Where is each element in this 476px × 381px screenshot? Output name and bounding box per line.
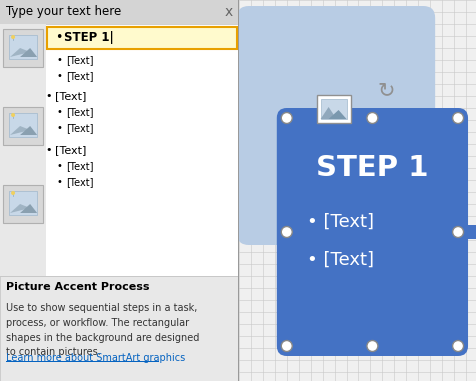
Text: •: • <box>56 107 62 117</box>
Circle shape <box>367 341 378 352</box>
Text: Type your text here: Type your text here <box>6 5 121 19</box>
Bar <box>321 99 347 119</box>
Text: • [Text]: • [Text] <box>307 213 374 231</box>
Polygon shape <box>321 107 337 119</box>
Polygon shape <box>20 48 37 57</box>
Circle shape <box>11 35 15 39</box>
Circle shape <box>453 226 464 237</box>
Bar <box>0 24 239 276</box>
Text: STEP 1|: STEP 1| <box>64 32 114 45</box>
Text: •: • <box>56 161 62 171</box>
Text: [Text]: [Text] <box>66 177 94 187</box>
FancyArrow shape <box>460 222 476 242</box>
Text: •: • <box>55 32 63 45</box>
FancyBboxPatch shape <box>3 185 43 223</box>
Text: STEP 1: STEP 1 <box>316 154 429 182</box>
Text: •: • <box>45 91 52 101</box>
Text: •: • <box>56 177 62 187</box>
Text: Picture Accent Process: Picture Accent Process <box>6 282 149 292</box>
Text: •: • <box>56 55 62 65</box>
Circle shape <box>453 341 464 352</box>
Bar <box>0 24 46 276</box>
Text: Use to show sequential steps in a task,
process, or workflow. The rectangular
sh: Use to show sequential steps in a task, … <box>6 303 199 357</box>
Text: •: • <box>56 123 62 133</box>
FancyBboxPatch shape <box>277 108 468 356</box>
Bar <box>9 191 37 215</box>
Bar <box>6 361 159 362</box>
Text: [Text]: [Text] <box>66 161 94 171</box>
Circle shape <box>11 113 15 117</box>
Polygon shape <box>328 110 347 119</box>
Circle shape <box>11 191 15 195</box>
Text: • [Text]: • [Text] <box>307 251 374 269</box>
Text: [Text]: [Text] <box>55 91 87 101</box>
Text: [Text]: [Text] <box>66 55 94 65</box>
Text: x: x <box>225 5 233 19</box>
Bar <box>317 95 350 123</box>
Polygon shape <box>10 126 30 135</box>
Text: [Text]: [Text] <box>66 71 94 81</box>
Text: [Text]: [Text] <box>55 145 87 155</box>
Bar <box>0 276 239 381</box>
Text: [Text]: [Text] <box>66 107 94 117</box>
FancyBboxPatch shape <box>3 107 43 145</box>
Circle shape <box>367 112 378 123</box>
Circle shape <box>453 112 464 123</box>
FancyArrow shape <box>243 222 265 242</box>
Bar <box>9 35 37 59</box>
Circle shape <box>281 112 292 123</box>
Circle shape <box>281 226 292 237</box>
Polygon shape <box>20 126 37 135</box>
Bar <box>238 0 239 381</box>
Text: ↻: ↻ <box>377 80 395 100</box>
Bar <box>9 113 37 137</box>
Bar <box>0 0 239 24</box>
Text: •: • <box>56 71 62 81</box>
Circle shape <box>281 341 292 352</box>
Text: Learn more about SmartArt graphics: Learn more about SmartArt graphics <box>6 353 185 363</box>
Polygon shape <box>20 204 37 213</box>
Text: •: • <box>45 145 52 155</box>
Text: [Text]: [Text] <box>66 123 94 133</box>
FancyBboxPatch shape <box>3 29 43 67</box>
FancyBboxPatch shape <box>237 6 435 245</box>
Bar <box>47 27 237 49</box>
Polygon shape <box>10 204 30 213</box>
Polygon shape <box>10 48 30 57</box>
